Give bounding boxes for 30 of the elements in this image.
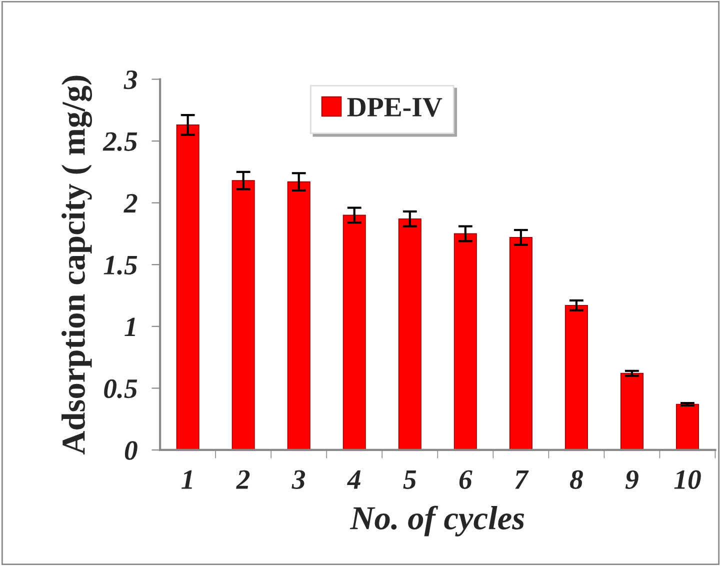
y-tick-label: 0.5 bbox=[104, 379, 138, 398]
x-tick-label: 9 bbox=[625, 470, 638, 489]
x-tick-label: 10 bbox=[674, 470, 701, 489]
legend-label: DPE-IV bbox=[347, 98, 442, 117]
bar bbox=[287, 181, 310, 450]
bar bbox=[454, 233, 477, 450]
bar bbox=[176, 124, 200, 450]
bar bbox=[564, 304, 588, 450]
x-tick-label: 1 bbox=[182, 470, 192, 489]
y-tick-label: 2 bbox=[124, 194, 138, 212]
y-tick-label: 3 bbox=[124, 70, 138, 90]
y-tick-label: 0 bbox=[124, 441, 138, 460]
bar bbox=[232, 180, 255, 450]
y-tick-label: 1 bbox=[124, 318, 136, 336]
x-tick-label: 6 bbox=[459, 470, 472, 489]
y-tick-label: 1.5 bbox=[104, 256, 138, 275]
bar bbox=[509, 237, 532, 450]
x-tick-label: 5 bbox=[403, 470, 416, 489]
y-tick-label: 2.5 bbox=[102, 132, 138, 152]
bar bbox=[342, 214, 366, 450]
x-tick-label: 7 bbox=[515, 470, 529, 489]
bar bbox=[620, 372, 644, 450]
x-tick-label: 4 bbox=[346, 470, 360, 489]
x-tick-label: 2 bbox=[236, 470, 250, 489]
bar bbox=[398, 218, 422, 450]
x-tick-label: 8 bbox=[570, 470, 583, 489]
x-axis-title: No. of cycles bbox=[350, 506, 524, 536]
x-tick-label: 3 bbox=[292, 470, 306, 489]
y-axis-title: Adsorption capcity ( mg/g) bbox=[62, 76, 92, 455]
bar bbox=[676, 404, 699, 450]
